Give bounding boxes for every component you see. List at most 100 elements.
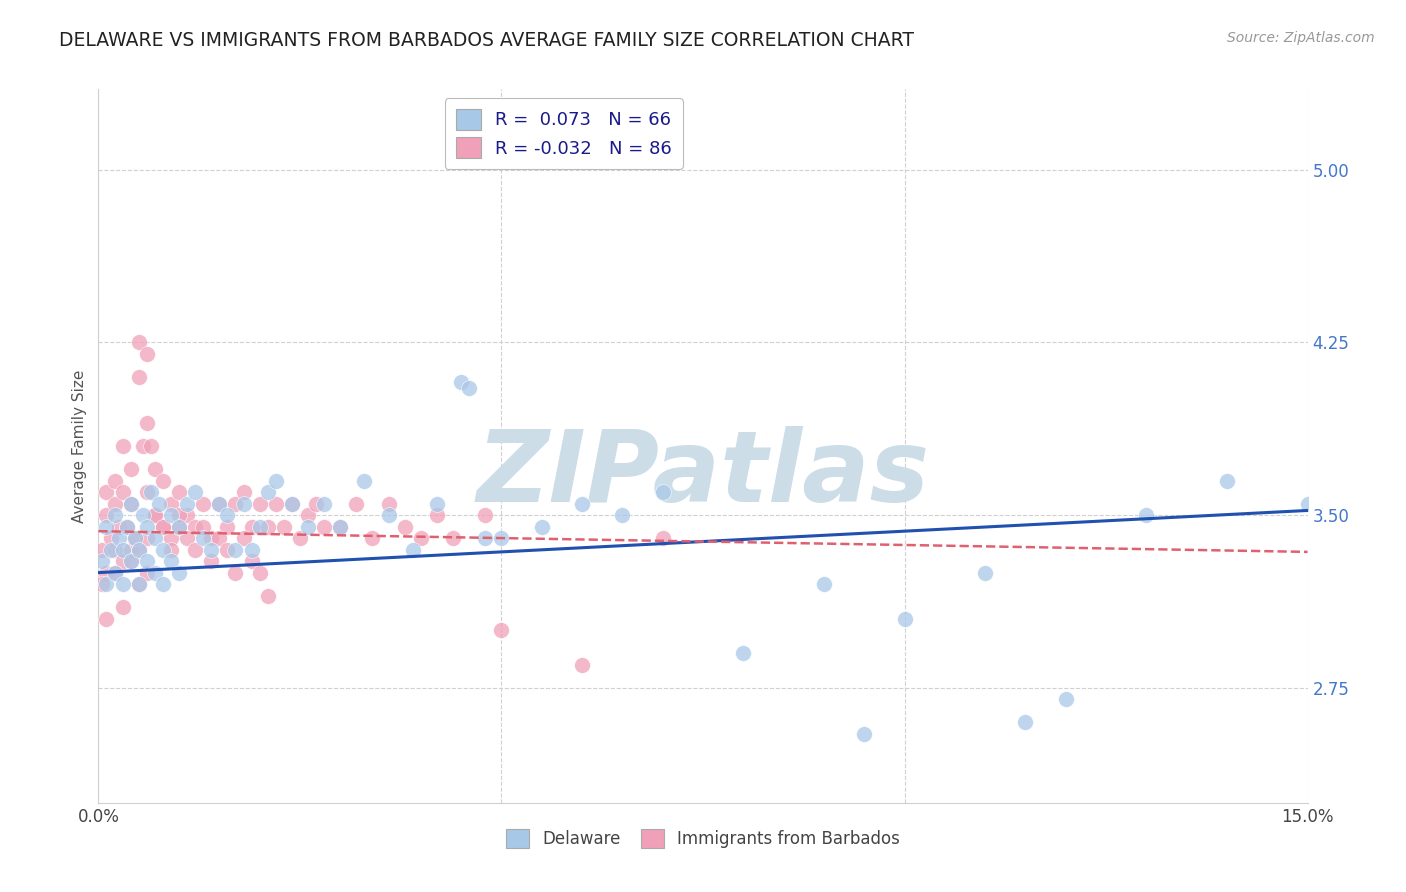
Point	[143, 508, 166, 522]
Point	[176, 531, 198, 545]
Point	[361, 531, 384, 545]
Point	[103, 566, 125, 580]
Point	[474, 531, 496, 545]
Point	[124, 531, 146, 545]
Point	[530, 519, 553, 533]
Point	[120, 554, 142, 568]
Point	[111, 577, 134, 591]
Point	[1216, 474, 1239, 488]
Point	[232, 485, 254, 500]
Point	[314, 497, 336, 511]
Point	[135, 519, 157, 533]
Point	[107, 531, 129, 545]
Point	[813, 577, 835, 591]
Point	[491, 623, 513, 637]
Point	[111, 439, 134, 453]
Point	[651, 531, 673, 545]
Point	[132, 508, 155, 522]
Point	[100, 542, 122, 557]
Point	[160, 554, 183, 568]
Point	[224, 497, 246, 511]
Point	[353, 474, 375, 488]
Point	[135, 566, 157, 580]
Point	[152, 577, 174, 591]
Point	[152, 519, 174, 533]
Point	[1014, 715, 1036, 730]
Point	[571, 657, 593, 672]
Point	[224, 542, 246, 557]
Point	[139, 485, 162, 500]
Point	[139, 439, 162, 453]
Point	[409, 531, 432, 545]
Point	[441, 531, 464, 545]
Point	[612, 508, 634, 522]
Point	[208, 497, 231, 511]
Point	[115, 519, 138, 533]
Point	[377, 508, 399, 522]
Text: Source: ZipAtlas.com: Source: ZipAtlas.com	[1227, 31, 1375, 45]
Text: ZIPatlas: ZIPatlas	[477, 426, 929, 523]
Point	[402, 542, 425, 557]
Point	[491, 531, 513, 545]
Text: DELAWARE VS IMMIGRANTS FROM BARBADOS AVERAGE FAMILY SIZE CORRELATION CHART: DELAWARE VS IMMIGRANTS FROM BARBADOS AVE…	[59, 31, 914, 50]
Point	[103, 508, 125, 522]
Point	[217, 519, 239, 533]
Point	[143, 531, 166, 545]
Point	[217, 508, 239, 522]
Point	[249, 519, 271, 533]
Point	[143, 566, 166, 580]
Point	[305, 497, 328, 511]
Point	[96, 566, 118, 580]
Point	[128, 335, 150, 350]
Point	[426, 497, 449, 511]
Point	[91, 554, 114, 568]
Point	[135, 485, 157, 500]
Point	[96, 508, 118, 522]
Point	[297, 519, 319, 533]
Point	[1296, 497, 1319, 511]
Point	[135, 416, 157, 430]
Point	[111, 554, 134, 568]
Point	[1135, 508, 1157, 522]
Point	[200, 531, 222, 545]
Point	[120, 554, 142, 568]
Point	[193, 519, 215, 533]
Point	[426, 508, 449, 522]
Point	[160, 531, 183, 545]
Point	[232, 497, 254, 511]
Point	[167, 508, 190, 522]
Point	[143, 462, 166, 476]
Point	[135, 531, 157, 545]
Y-axis label: Average Family Size: Average Family Size	[72, 369, 87, 523]
Point	[124, 531, 146, 545]
Point	[240, 554, 263, 568]
Point	[208, 531, 231, 545]
Point	[132, 439, 155, 453]
Point	[176, 508, 198, 522]
Point	[152, 519, 174, 533]
Legend: Delaware, Immigrants from Barbados: Delaware, Immigrants from Barbados	[499, 822, 907, 855]
Point	[1054, 692, 1077, 706]
Point	[167, 566, 190, 580]
Point	[120, 497, 142, 511]
Point	[224, 566, 246, 580]
Point	[200, 554, 222, 568]
Point	[103, 542, 125, 557]
Point	[249, 497, 271, 511]
Point	[120, 497, 142, 511]
Point	[264, 474, 287, 488]
Point	[128, 542, 150, 557]
Point	[152, 542, 174, 557]
Point	[111, 542, 134, 557]
Point	[217, 542, 239, 557]
Point	[148, 497, 170, 511]
Point	[135, 554, 157, 568]
Point	[128, 577, 150, 591]
Point	[128, 542, 150, 557]
Point	[974, 566, 997, 580]
Point	[571, 497, 593, 511]
Point	[160, 497, 183, 511]
Point	[329, 519, 352, 533]
Point	[91, 542, 114, 557]
Point	[111, 600, 134, 615]
